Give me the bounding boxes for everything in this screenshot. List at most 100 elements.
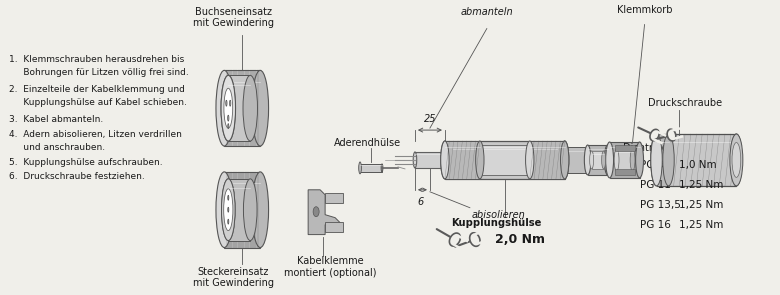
Ellipse shape [449,145,456,175]
Text: Dichtring: Dichtring [622,143,668,153]
Polygon shape [449,233,460,246]
Bar [225,71,261,146]
Bar [617,149,633,171]
Ellipse shape [222,179,235,240]
Bar [445,141,480,179]
Ellipse shape [732,142,741,177]
Polygon shape [667,129,675,141]
Bar [229,179,250,240]
Ellipse shape [359,164,361,172]
Ellipse shape [663,134,674,186]
Ellipse shape [584,145,591,175]
Ellipse shape [252,172,268,248]
Ellipse shape [605,142,614,178]
Ellipse shape [381,164,383,172]
Ellipse shape [252,71,268,146]
Text: 6: 6 [417,197,424,207]
Ellipse shape [413,152,417,168]
Ellipse shape [228,219,229,224]
Bar [565,147,619,173]
Text: Kupplungshülse: Kupplungshülse [452,218,542,228]
Text: 3.  Kabel abmanteln.: 3. Kabel abmanteln. [9,115,103,124]
Ellipse shape [229,100,231,106]
Ellipse shape [243,75,257,141]
Text: 2.  Einzelteile der Kabelklemmung und: 2. Einzelteile der Kabelklemmung und [9,85,185,94]
Bar [225,172,261,248]
Text: und anschrauben.: und anschrauben. [9,143,105,152]
Text: 1,25 Nm: 1,25 Nm [679,180,724,190]
Ellipse shape [604,145,611,175]
Ellipse shape [562,147,568,173]
Text: Kabelklemme
montiert (optional): Kabelklemme montiert (optional) [284,256,377,278]
Bar [360,164,382,172]
Ellipse shape [614,149,619,171]
Ellipse shape [526,141,534,179]
Ellipse shape [221,75,236,141]
Text: Steckereinsatz
mit Gewindering: Steckereinsatz mit Gewindering [193,267,274,288]
Ellipse shape [225,100,227,106]
Ellipse shape [731,134,742,186]
Bar [587,145,608,175]
Ellipse shape [228,207,229,212]
Ellipse shape [224,88,232,128]
Bar [610,142,640,178]
Ellipse shape [216,71,232,146]
Ellipse shape [590,151,594,169]
Ellipse shape [243,179,257,240]
Text: 1,25 Nm: 1,25 Nm [679,200,724,210]
Ellipse shape [224,189,233,231]
Text: Kupplungshülse auf Kabel schieben.: Kupplungshülse auf Kabel schieben. [9,98,186,107]
Text: abmanteln: abmanteln [460,7,513,17]
Text: PG 9: PG 9 [640,160,664,170]
Ellipse shape [651,134,662,186]
Ellipse shape [222,179,235,240]
Text: 2,0 Nm: 2,0 Nm [495,233,544,246]
Ellipse shape [441,141,449,179]
Polygon shape [650,130,659,141]
Ellipse shape [441,141,449,179]
Text: abisolieren: abisolieren [472,210,526,220]
Text: Druckschraube: Druckschraube [647,98,722,108]
Ellipse shape [216,172,232,248]
Ellipse shape [359,162,361,174]
Text: 1,25 Nm: 1,25 Nm [679,220,724,230]
Bar [325,222,343,232]
Text: Aderendhülse: Aderendhülse [334,138,401,148]
Bar [445,141,565,179]
Bar [415,152,445,168]
Text: PG 16: PG 16 [640,220,671,230]
Text: 25: 25 [424,114,436,124]
Bar [657,134,736,186]
Bar [229,75,250,141]
Text: 4.  Adern abisolieren, Litzen verdrillen: 4. Adern abisolieren, Litzen verdrillen [9,130,182,139]
Ellipse shape [561,141,569,179]
Text: Bohrungen für Litzen völlig frei sind.: Bohrungen für Litzen völlig frei sind. [9,68,189,77]
Ellipse shape [601,151,605,169]
Ellipse shape [730,134,743,186]
Text: PG 13,5: PG 13,5 [640,200,680,210]
Bar [592,151,604,169]
Text: PG 11: PG 11 [640,180,671,190]
Ellipse shape [313,207,319,217]
Text: Buchseneinsatz
mit Gewindering: Buchseneinsatz mit Gewindering [193,7,274,28]
Text: 6.  Druckschraube festziehen.: 6. Druckschraube festziehen. [9,172,144,181]
Ellipse shape [617,147,622,173]
Bar [325,193,343,203]
Bar [657,134,668,186]
Text: 1,0 Nm: 1,0 Nm [679,160,717,170]
Text: Klemmkorb: Klemmkorb [617,5,672,15]
Polygon shape [470,233,480,246]
Ellipse shape [228,195,229,200]
Polygon shape [308,190,340,235]
Ellipse shape [561,141,569,179]
Ellipse shape [443,152,447,168]
Ellipse shape [228,115,229,121]
Ellipse shape [221,75,236,141]
Ellipse shape [636,142,643,178]
Bar [615,145,635,151]
Text: 1.  Klemmschrauben herausdrehen bis: 1. Klemmschrauben herausdrehen bis [9,55,184,64]
Bar [453,145,557,175]
Ellipse shape [630,149,635,171]
Bar [530,141,565,179]
Text: 5.  Kupplungshülse aufschrauben.: 5. Kupplungshülse aufschrauben. [9,158,162,167]
